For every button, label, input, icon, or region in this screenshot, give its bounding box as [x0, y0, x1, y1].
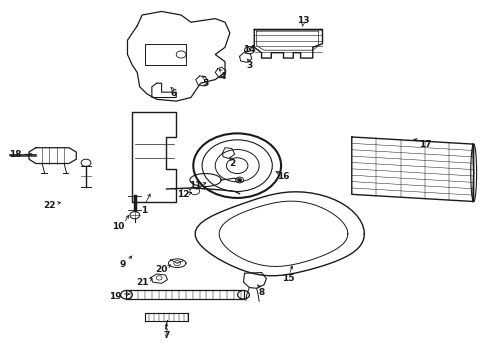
- Text: 13: 13: [296, 16, 308, 25]
- Text: 18: 18: [9, 150, 21, 159]
- Text: 10: 10: [111, 222, 123, 231]
- Text: 19: 19: [109, 292, 122, 301]
- Text: 22: 22: [43, 201, 56, 210]
- Text: 7: 7: [163, 332, 169, 341]
- Text: 17: 17: [418, 140, 430, 149]
- Text: 3: 3: [246, 61, 252, 70]
- Text: 4: 4: [219, 72, 225, 81]
- Text: 20: 20: [155, 265, 167, 274]
- Circle shape: [237, 179, 241, 181]
- Text: 12: 12: [177, 190, 189, 199]
- Text: 16: 16: [277, 172, 289, 181]
- Text: 9: 9: [119, 260, 125, 269]
- Text: 11: 11: [189, 181, 202, 190]
- Text: 8: 8: [258, 288, 264, 297]
- Text: 6: 6: [170, 89, 177, 98]
- Text: 1: 1: [141, 206, 147, 215]
- Text: 21: 21: [136, 278, 148, 287]
- Text: 14: 14: [243, 45, 255, 54]
- Text: 2: 2: [229, 159, 235, 168]
- Text: 15: 15: [282, 274, 294, 283]
- Text: 5: 5: [202, 79, 208, 88]
